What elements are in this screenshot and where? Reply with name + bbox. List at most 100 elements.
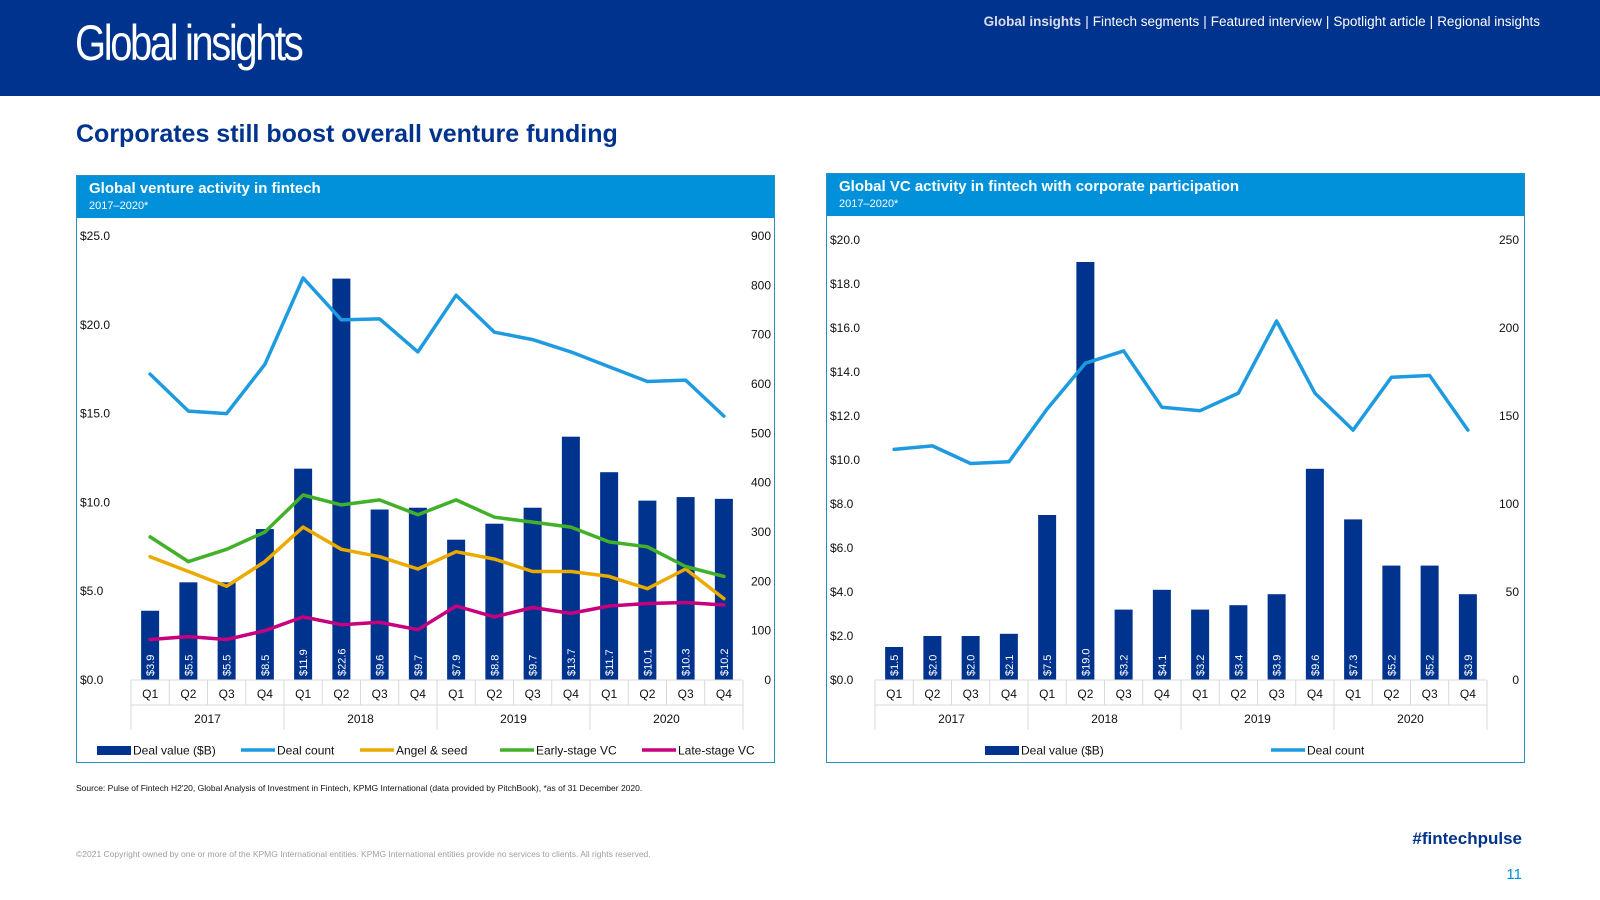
bar — [1229, 605, 1248, 680]
x-tick-label: Q4 — [1460, 687, 1476, 701]
bar — [1382, 565, 1401, 680]
line-series-deal-count — [892, 319, 1470, 466]
chart-title-bar: Global VC activity in fintech with corpo… — [827, 174, 1524, 216]
x-tick-label: Q3 — [1422, 687, 1438, 701]
chart-corporate-participation: $0.0 $2.0 $4.0 $6.0 $8.0 $10.0 $12.0 $14.0 $16.0… — [830, 233, 1520, 758]
y-left-tick-label: $5.0 — [80, 584, 104, 598]
y-left-tick-label: $6.0 — [830, 541, 854, 555]
y-left-tick-label: $0.0 — [830, 673, 854, 687]
bar-value-label: $2.0 — [966, 655, 978, 676]
y-right-tick-label: 200 — [1499, 321, 1519, 335]
x-year-label: 2017 — [194, 712, 221, 726]
line-series-late-stage-vc — [148, 600, 726, 642]
bar-value-label: $10.3 — [681, 648, 693, 676]
nav-separator: | — [1325, 14, 1330, 29]
y-left-tick-label: $15.0 — [80, 407, 110, 421]
x-tick-label: Q1 — [1345, 687, 1361, 701]
x-tick-label: Q4 — [716, 687, 732, 701]
chart-panel-corporate-participation: Global VC activity in fintech with corpo… — [826, 173, 1525, 763]
y-left-tick-label: $8.0 — [830, 497, 854, 511]
bar — [1038, 515, 1057, 680]
hashtag-link[interactable]: #fintechpulse — [1412, 829, 1522, 848]
legend-swatch — [97, 746, 131, 755]
x-tick-label: Q2 — [1383, 687, 1399, 701]
bar-value-label: $10.1 — [642, 648, 654, 676]
x-tick-label: Q1 — [601, 687, 617, 701]
x-year-label: 2018 — [347, 712, 374, 726]
y-right-tick-label: 500 — [751, 426, 771, 440]
x-tick-label: Q4 — [563, 687, 579, 701]
bar — [370, 509, 389, 680]
legend-label: Deal value ($B) — [133, 744, 216, 758]
bar — [999, 633, 1018, 680]
chart-title: Global venture activity in fintech — [89, 180, 321, 197]
bar-value-label: $19.0 — [1080, 648, 1092, 676]
legend-label: Deal count — [1307, 744, 1365, 758]
bar — [1305, 468, 1324, 680]
bar-value-label: $22.6 — [336, 648, 348, 676]
nav-regional-insights[interactable]: Regional insights — [1437, 14, 1540, 29]
y-right-tick-label: 400 — [751, 476, 771, 490]
bar-value-label: $9.6 — [375, 655, 387, 676]
bar — [217, 582, 236, 680]
x-tick-label: Q3 — [963, 687, 979, 701]
bar — [1191, 609, 1210, 680]
x-tick-label: Q4 — [1307, 687, 1323, 701]
x-tick-label: Q4 — [257, 687, 273, 701]
bar-value-label: $3.9 — [145, 655, 157, 676]
bar — [714, 498, 733, 680]
x-tick-label: Q3 — [1269, 687, 1285, 701]
y-left-tick-label: $25.0 — [80, 229, 110, 243]
bar-value-label: $13.7 — [566, 648, 578, 676]
nav-separator: | — [1203, 14, 1207, 29]
x-tick-label: Q1 — [142, 687, 158, 701]
bar-value-label: $8.8 — [489, 655, 501, 676]
y-left-tick-label: $4.0 — [830, 585, 854, 599]
bar — [294, 468, 313, 680]
nav-spotlight-article[interactable]: Spotlight article — [1333, 14, 1426, 29]
legend-label: Angel & seed — [396, 744, 467, 758]
legend-label: Deal count — [277, 744, 335, 758]
x-year-label: 2020 — [653, 712, 680, 726]
chart-subtitle: 2017–2020* — [839, 198, 899, 210]
bar — [676, 497, 695, 680]
x-year-label: 2018 — [1091, 712, 1118, 726]
bar — [332, 278, 351, 680]
y-left-tick-label: $2.0 — [830, 629, 854, 643]
y-right-tick-label: 900 — [751, 229, 771, 243]
y-left-tick-label: $0.0 — [80, 673, 104, 687]
x-tick-label: Q1 — [886, 687, 902, 701]
x-tick-label: Q1 — [1039, 687, 1055, 701]
x-tick-label: Q2 — [1230, 687, 1246, 701]
bar — [1152, 589, 1171, 680]
bar-value-label: $9.7 — [413, 655, 425, 676]
y-left-tick-label: $20.0 — [830, 233, 860, 247]
bar — [1076, 262, 1095, 680]
nav-global-insights[interactable]: Global insights — [983, 14, 1082, 29]
x-tick-label: Q4 — [1154, 687, 1170, 701]
nav-featured-interview[interactable]: Featured interview — [1210, 14, 1322, 29]
bar-value-label: $9.6 — [1310, 655, 1322, 676]
x-tick-label: Q3 — [372, 687, 388, 701]
bar — [1344, 519, 1363, 680]
y-right-tick-label: 0 — [1512, 673, 1519, 687]
chart-panel-venture-activity: Global venture activity in fintech 2017–… — [76, 175, 775, 763]
y-right-tick-label: 50 — [1506, 585, 1520, 599]
bar-value-label: $4.1 — [1157, 655, 1169, 676]
bar-value-label: $3.2 — [1195, 655, 1207, 676]
x-tick-label: Q3 — [1116, 687, 1132, 701]
nav-fintech-segments[interactable]: Fintech segments — [1092, 14, 1200, 29]
bar-value-label: $11.9 — [298, 649, 310, 676]
bar — [1114, 609, 1133, 680]
bar — [923, 636, 942, 680]
y-right-tick-label: 200 — [751, 574, 771, 588]
bar-value-label: $7.3 — [1348, 655, 1360, 676]
bar — [1458, 594, 1477, 680]
x-tick-label: Q3 — [678, 687, 694, 701]
y-left-tick-label: $12.0 — [830, 409, 860, 423]
y-right-tick-label: 300 — [751, 525, 771, 539]
bar — [1420, 565, 1439, 680]
bar-value-label: $7.9 — [451, 655, 463, 676]
x-year-label: 2019 — [1244, 712, 1271, 726]
bar-value-label: $5.5 — [222, 655, 234, 676]
